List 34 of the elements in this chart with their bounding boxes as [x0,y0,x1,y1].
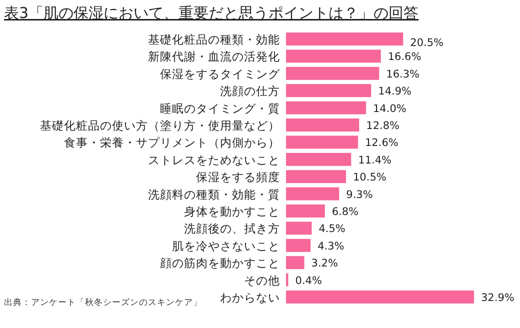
value-label: 4.5% [318,223,346,236]
category: 保湿をするタイミング [160,66,280,81]
category: 洗顔料の種類・効能・質 [148,187,280,202]
category: 顔の筋肉を動かすこと [160,256,280,270]
category: 身体を動かすこと [184,204,280,218]
annotation: 出典：アンケート「秋冬シーズンのスキンケア」 [4,298,202,308]
title: 表3「肌の保湿において、重要だと思うポイントは？」の回答 [4,4,419,22]
value-label: 12.8% [366,120,400,132]
category: 基礎化粧品の使い方（塗り方・使用量など） [40,118,280,132]
value-label: 16.3% [386,68,420,80]
value-label: 4.3% [318,240,344,252]
category: わからない [220,290,280,304]
value-label: 12.6% [365,137,398,150]
category: 食事・栄養・サプリメント（内側から） [64,136,280,150]
value-label: 6.8% [332,206,359,218]
value-label: 0.4% [295,274,322,287]
category: 睡眠のタイミング・質 [160,101,280,116]
value-label: 14.9% [378,86,412,98]
value-label: 32.9% [481,292,514,304]
category: 保湿をする頻度 [196,170,280,184]
value-label: 10.5% [353,172,386,184]
category: 洗顔の仕方 [220,84,280,98]
category: その他 [244,273,280,288]
value-label: 3.2% [311,258,338,270]
value-label: 14.0% [373,102,406,115]
value-label: 11.4% [358,154,392,166]
value-label: 16.6% [388,51,422,64]
value-label: 9.3% [346,188,373,201]
category: 肌を冷やさないこと [172,238,280,253]
value-label: 20.5% [410,37,444,49]
category: 基礎化粧品の種類・効能 [148,32,280,46]
category: 新陳代謝・血流の活発化 [148,50,280,64]
category: 洗顔後の、拭き方 [184,222,280,236]
category: ストレスをためないこと [148,152,280,167]
